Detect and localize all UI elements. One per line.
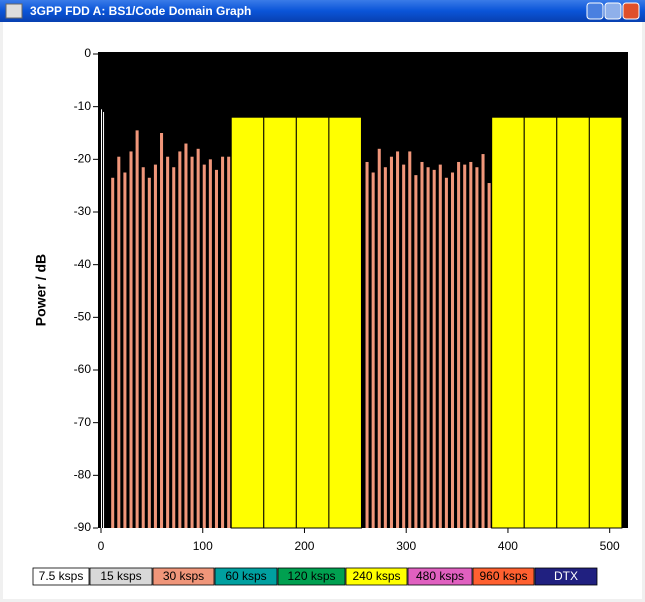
y-tick-label: -80 — [74, 468, 92, 482]
y-axis-label: Power / dB — [33, 254, 49, 326]
x-tick-label: 0 — [98, 539, 105, 553]
bar — [450, 172, 455, 528]
legend-swatch — [214, 567, 278, 586]
bar — [457, 161, 461, 528]
bar — [414, 175, 418, 528]
x-tick-label: 300 — [396, 539, 416, 553]
y-tick-label: -90 — [74, 520, 92, 534]
bar — [227, 156, 231, 528]
bar — [295, 116, 330, 529]
y-tick-label: -40 — [74, 257, 92, 271]
bar — [147, 177, 151, 528]
legend-label: 240 ksps — [352, 569, 400, 583]
bar — [444, 177, 448, 528]
y-tick-label: -20 — [74, 152, 92, 166]
bar — [160, 133, 164, 528]
bar — [184, 143, 188, 529]
bar — [117, 156, 121, 528]
bar — [221, 156, 225, 528]
bar — [426, 167, 430, 528]
maximize-button[interactable] — [604, 2, 622, 20]
bar — [588, 116, 623, 529]
bar — [469, 161, 473, 528]
legend-label: 120 ksps — [287, 569, 335, 583]
bar — [153, 164, 157, 528]
legend-swatch — [407, 567, 473, 586]
legend-swatch — [472, 567, 535, 586]
y-tick-label: -70 — [74, 415, 92, 429]
bar — [202, 164, 206, 528]
y-tick-label: -60 — [74, 362, 92, 376]
bar — [475, 167, 479, 528]
bar — [141, 167, 145, 528]
bar — [103, 111, 105, 528]
window-title: 3GPP FDD A: BS1/Code Domain Graph — [30, 4, 251, 18]
bar — [230, 116, 265, 529]
bar — [487, 183, 491, 529]
bar — [463, 164, 467, 528]
bar — [111, 177, 115, 528]
y-tick-label: -10 — [74, 99, 92, 113]
y-tick-label: -50 — [74, 310, 92, 324]
bar — [214, 169, 218, 528]
legend-swatch — [89, 567, 153, 586]
legend-swatch — [345, 567, 408, 586]
bar — [389, 156, 393, 528]
bar — [491, 116, 525, 529]
bar — [190, 156, 194, 528]
legend-swatch — [277, 567, 346, 586]
bar — [556, 116, 590, 529]
y-tick-label: 0 — [84, 46, 91, 60]
bar — [383, 167, 387, 528]
bar — [178, 151, 182, 528]
legend-label: DTX — [554, 569, 578, 583]
bar — [328, 116, 362, 529]
close-button[interactable] — [622, 2, 640, 20]
bar — [371, 172, 375, 528]
window-icon — [5, 3, 23, 19]
bar — [172, 167, 176, 528]
bar — [129, 151, 133, 528]
bar — [523, 116, 558, 529]
bar — [402, 164, 406, 528]
x-tick-label: 100 — [193, 539, 213, 553]
bar — [481, 154, 485, 529]
bar — [377, 148, 381, 529]
bar — [208, 159, 212, 529]
legend-swatch — [152, 567, 215, 586]
legend-label: 15 ksps — [100, 569, 141, 583]
legend-label: 60 ksps — [225, 569, 266, 583]
x-tick-label: 500 — [600, 539, 620, 553]
y-tick-label: -30 — [74, 204, 92, 218]
title-bar — [0, 0, 645, 22]
bar — [432, 169, 436, 528]
bar — [196, 148, 200, 529]
minimize-button[interactable] — [586, 2, 604, 20]
legend-label: 30 ksps — [163, 569, 204, 583]
bar — [263, 116, 297, 529]
bar — [135, 130, 139, 528]
bar — [396, 151, 400, 528]
legend-label: 480 ksps — [416, 569, 464, 583]
bar — [365, 161, 369, 528]
bar — [123, 172, 127, 528]
legend-label: 7.5 ksps — [39, 569, 84, 583]
legend-swatch — [32, 567, 90, 586]
legend-swatch — [534, 567, 598, 586]
x-tick-label: 400 — [498, 539, 518, 553]
bar — [420, 161, 424, 528]
x-tick-label: 200 — [294, 539, 314, 553]
bar — [438, 164, 442, 528]
bar — [166, 156, 170, 528]
bar — [101, 109, 103, 529]
legend-label: 960 ksps — [479, 569, 527, 583]
bar — [408, 151, 412, 528]
